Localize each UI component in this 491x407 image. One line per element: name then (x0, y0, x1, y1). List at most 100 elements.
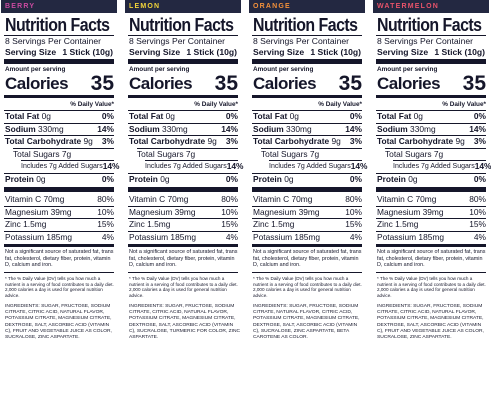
nutrient-label: Sodium (129, 123, 160, 134)
row-zinc: Zinc 1.5mg 15% (253, 219, 362, 231)
divider (252, 271, 362, 273)
servings-per-container: 8 Servings Per Container (129, 36, 226, 46)
nutrient-text: Potassium 185mg (5, 231, 73, 242)
divider (4, 205, 114, 207)
divider (145, 160, 238, 161)
divider (269, 160, 362, 161)
nutrient-label: Sodium (5, 123, 36, 134)
nutrient-dv: 15% (469, 219, 486, 229)
divider (13, 147, 114, 149)
nutrient-label: Total Carbohydrate (377, 136, 454, 146)
divider-medium (376, 95, 486, 98)
divider-medium (4, 244, 114, 247)
nutrient-amount: 0g (160, 173, 170, 184)
panel-title: Nutrition Facts (129, 14, 234, 35)
serving-size-label: Serving Size (129, 46, 181, 57)
row-total-carbohydrate: Total Carbohydrate 9g 3% (5, 136, 114, 148)
nutrient-amount: 7g (185, 148, 196, 159)
serving-size-value: 1 Stick (10g) (434, 46, 485, 57)
nutrient-dv: 0% (225, 111, 238, 121)
nutrient-amount: 9g (455, 136, 465, 146)
nutrient-amount: 0g (284, 173, 294, 184)
divider-thick (4, 59, 114, 64)
row-potassium: Potassium 185mg 4% (377, 232, 486, 244)
nutrient-dv: 14% (97, 123, 114, 134)
not-significant-note: Not a significant source of saturated fa… (253, 249, 362, 269)
ingredients-text: INGREDIENTS: SUGAR, FRUCTOSE, SODIUM CIT… (5, 303, 112, 340)
nutrient-dv: 14% (474, 161, 491, 171)
calories-label: Calories (5, 74, 69, 93)
divider-thick (128, 187, 238, 192)
divider-medium (252, 95, 362, 98)
serving-size: Serving Size 1 Stick (10g) (129, 47, 237, 58)
divider (252, 205, 362, 207)
flavor-name: BERRY (5, 3, 36, 10)
flavor-name: LEMON (129, 3, 161, 10)
row-total-fat: Total Fat 0g 0% (377, 111, 486, 123)
divider (128, 35, 238, 36)
nutrient-dv: 0% (225, 173, 238, 184)
calories-value: 35 (462, 72, 486, 95)
serving-size: Serving Size 1 Stick (10g) (377, 47, 485, 58)
nutrient-text: Vitamin C 70mg (253, 194, 313, 204)
divider (4, 172, 114, 174)
nutrient-dv: 10% (97, 206, 114, 217)
daily-value-header: % Daily Value* (442, 101, 486, 108)
calories-value: 35 (90, 72, 114, 95)
row-zinc: Zinc 1.5mg 15% (129, 219, 238, 231)
ingredients-text: INGREDIENTS: SUGAR, FRUCTOSE, SODIUM CIT… (377, 303, 484, 340)
daily-value-footnote: * The % Daily Value (DV) tells you how m… (377, 275, 486, 299)
row-total-fat: Total Fat 0g 0% (253, 111, 362, 123)
divider (261, 147, 362, 149)
nutrient-dv: 0% (473, 111, 486, 121)
row-total-sugars: Total Sugars 7g (385, 149, 486, 161)
divider (252, 35, 362, 36)
divider (252, 172, 362, 174)
row-total-fat: Total Fat 0g 0% (129, 111, 238, 123)
row-vitamin-c: Vitamin C 70mg 80% (253, 194, 362, 206)
divider (21, 160, 114, 161)
nutrient-label: Total Carbohydrate (253, 136, 330, 146)
nutrient-dv: 14% (350, 161, 368, 171)
daily-value-header: % Daily Value* (70, 101, 114, 108)
nutrition-panel-orange: ORANGE Nutrition Facts 8 Servings Per Co… (249, 0, 368, 407)
nutrient-dv: 3% (101, 136, 114, 146)
nutrient-text: Potassium 185mg (129, 231, 197, 242)
row-vitamin-c: Vitamin C 70mg 80% (5, 194, 114, 206)
nutrient-dv: 10% (345, 206, 362, 217)
nutrient-text: Magnesium 39mg (377, 206, 444, 217)
divider-thick (376, 187, 486, 192)
row-potassium: Potassium 185mg 4% (253, 232, 362, 244)
nutrient-dv: 14% (469, 123, 486, 134)
nutrient-text: Zinc 1.5mg (129, 219, 171, 229)
calories-value: 35 (214, 72, 238, 95)
row-protein: Protein 0g 0% (5, 174, 114, 186)
row-total-fat: Total Fat 0g 0% (5, 111, 114, 123)
nutrient-text: Magnesium 39mg (129, 206, 196, 217)
servings-per-container: 8 Servings Per Container (377, 36, 474, 46)
nutrient-amount: 7g (433, 148, 444, 159)
divider (376, 172, 486, 174)
row-sodium: Sodium 330mg 14% (129, 124, 238, 136)
divider (376, 205, 486, 207)
nutrient-label: Total Carbohydrate (129, 136, 206, 146)
nutrient-dv: 0% (473, 173, 486, 184)
nutrient-amount: 9g (331, 136, 341, 146)
nutrient-amount: 330mg (162, 123, 188, 134)
divider (128, 205, 238, 207)
nutrition-panel-berry: BERRY Nutrition Facts 8 Servings Per Con… (1, 0, 120, 407)
calories-row: Calories 35 (253, 73, 362, 94)
nutrient-label: Total Sugars (261, 148, 308, 159)
divider-medium (128, 244, 238, 247)
daily-value-footnote: * The % Daily Value (DV) tells you how m… (129, 275, 238, 299)
serving-size-value: 1 Stick (10g) (310, 46, 361, 57)
nutrient-amount: 0g (413, 111, 423, 121)
divider (376, 135, 486, 136)
nutrition-panel-lemon: LEMON Nutrition Facts 8 Servings Per Con… (125, 0, 244, 407)
nutrient-text: Zinc 1.5mg (377, 219, 419, 229)
nutrient-dv: 80% (345, 194, 362, 204)
nutrient-dv: 0% (349, 111, 362, 121)
serving-size: Serving Size 1 Stick (10g) (5, 47, 113, 58)
nutrient-dv: 0% (101, 111, 114, 121)
